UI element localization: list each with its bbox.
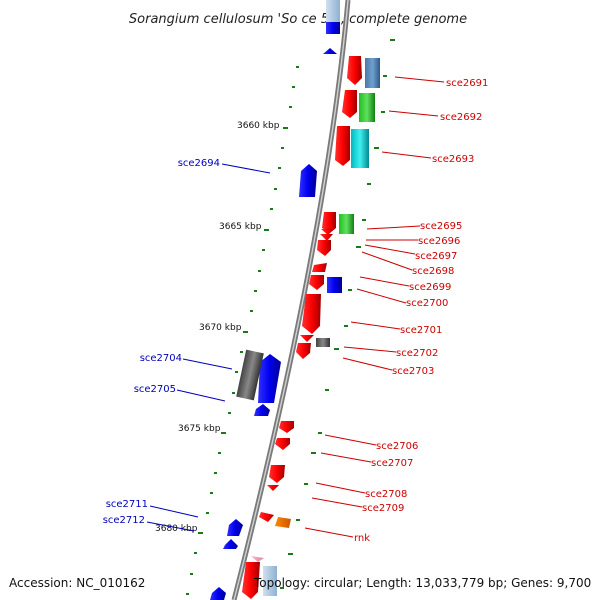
label-sce2700[interactable]: sce2700 <box>406 298 448 309</box>
label-sce2701[interactable]: sce2701 <box>400 325 442 336</box>
gene-sce2695[interactable] <box>322 212 336 233</box>
gene-sce2698[interactable] <box>317 240 331 256</box>
gene-sce2699[interactable] <box>312 263 327 272</box>
kbp-label-3660: 3660 kbp <box>237 121 280 131</box>
position-scale: 3660 kbp 3665 kbp 3670 kbp 3675 kbp 3680… <box>155 121 280 534</box>
genome-title: Sorangium cellulosum 'So ce 56', complet… <box>129 12 467 27</box>
gene-sce2701[interactable] <box>302 294 321 334</box>
gene-sce2702[interactable] <box>300 335 314 342</box>
genome-backbone-highlight <box>233 0 349 600</box>
gene-sce2712[interactable] <box>223 539 238 549</box>
gene-sce2702-paralog[interactable] <box>316 338 330 347</box>
gene-sce2692-paralog[interactable] <box>359 93 375 122</box>
label-sce2699[interactable]: sce2699 <box>409 282 451 293</box>
label-sce2707[interactable]: sce2707 <box>371 458 413 469</box>
gene-sce2693[interactable] <box>335 126 350 166</box>
gene-sce2706[interactable] <box>279 421 294 433</box>
gene-sce2710[interactable] <box>259 512 274 522</box>
label-sce2712[interactable]: sce2712 <box>103 515 145 526</box>
kbp-label-3670: 3670 kbp <box>199 323 242 333</box>
label-sce2695[interactable]: sce2695 <box>420 221 462 232</box>
topology-text: Topology: circular; Length: 13,033,779 b… <box>253 576 591 590</box>
gene-bottom-pale[interactable] <box>263 566 277 596</box>
accession-text: Accession: NC_010162 <box>9 576 145 590</box>
kbp-label-3665: 3665 kbp <box>219 222 262 232</box>
gene-sce2691[interactable] <box>347 56 362 85</box>
gene-sce2697[interactable] <box>320 234 333 241</box>
left-leader-lines <box>146 163 271 532</box>
gene-rnk[interactable] <box>275 517 291 528</box>
label-sce2706[interactable]: sce2706 <box>376 441 418 452</box>
outer-tick-marks <box>280 39 395 589</box>
label-sce2698[interactable]: sce2698 <box>412 266 454 277</box>
label-sce2697[interactable]: sce2697 <box>415 251 457 262</box>
inner-tick-marks <box>186 66 299 595</box>
gene-small-pink[interactable] <box>251 556 264 562</box>
label-sce2693[interactable]: sce2693 <box>432 154 474 165</box>
right-leader-lines <box>304 76 445 538</box>
label-rnk[interactable]: rnk <box>354 533 370 544</box>
gene-sce2704[interactable] <box>258 354 281 403</box>
label-sce2708[interactable]: sce2708 <box>365 489 407 500</box>
label-sce2696[interactable]: sce2696 <box>418 236 460 247</box>
gene-bottom-red[interactable] <box>242 562 260 599</box>
gene-sce2704-paralog[interactable] <box>236 349 264 401</box>
kbp-label-3680: 3680 kbp <box>155 524 198 534</box>
gene-sce2695-paralog[interactable] <box>339 214 354 234</box>
label-sce2703[interactable]: sce2703 <box>392 366 434 377</box>
gene-sce2707[interactable] <box>275 438 290 450</box>
gene-bottom-blue[interactable] <box>210 587 226 600</box>
gene-sce2696[interactable] <box>321 229 334 235</box>
gene-sce2693-paralog[interactable] <box>351 129 369 168</box>
label-sce2705[interactable]: sce2705 <box>134 384 176 395</box>
gene-sce2708[interactable] <box>269 465 285 483</box>
label-sce2704[interactable]: sce2704 <box>140 353 182 364</box>
gene-sce2709[interactable] <box>267 485 279 491</box>
gene-sce2703[interactable] <box>296 343 311 359</box>
left-gene-labels: sce2694 sce2704 sce2705 sce2711 sce2712 <box>103 158 220 526</box>
gene-sce2692[interactable] <box>342 90 357 118</box>
right-gene-labels: sce2691 sce2692 sce2693 sce2695 sce2696 … <box>354 78 488 544</box>
genes-outer-strand <box>242 56 380 599</box>
gene-sce2700-paralog[interactable] <box>327 277 342 293</box>
gene-sce2694[interactable] <box>299 164 317 197</box>
label-sce2691[interactable]: sce2691 <box>446 78 488 89</box>
gene-sce2691-paralog[interactable] <box>365 58 380 88</box>
gene-top-blue[interactable] <box>326 22 340 34</box>
genome-backbone <box>231 0 351 600</box>
label-sce2702[interactable]: sce2702 <box>396 348 438 359</box>
gene-sce2700[interactable] <box>309 275 324 290</box>
label-sce2692[interactable]: sce2692 <box>440 112 482 123</box>
kbp-label-3675: 3675 kbp <box>178 424 221 434</box>
label-sce2711[interactable]: sce2711 <box>106 499 148 510</box>
label-sce2694[interactable]: sce2694 <box>178 158 220 169</box>
label-sce2709[interactable]: sce2709 <box>362 503 404 514</box>
gene-sce2711[interactable] <box>227 519 243 536</box>
gene-sce2705[interactable] <box>254 404 270 416</box>
gene-top-blue-small[interactable] <box>323 48 337 54</box>
genes-inner-strand <box>210 0 340 600</box>
